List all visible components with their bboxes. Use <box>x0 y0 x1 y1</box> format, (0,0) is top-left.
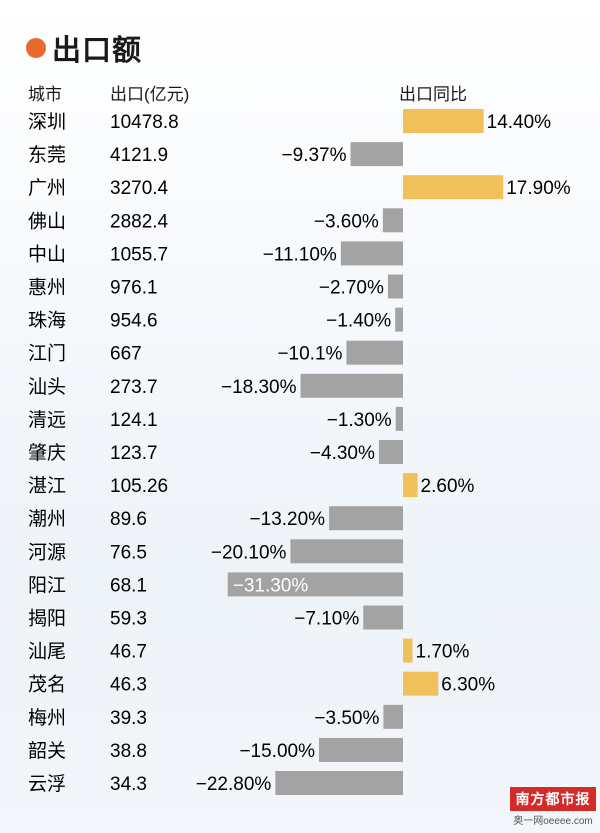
export-value: 38.8 <box>110 741 147 762</box>
yoy-label: −4.30% <box>310 443 375 464</box>
title-bullet-icon <box>26 38 46 58</box>
export-value: 4121.9 <box>110 145 168 166</box>
export-value: 1055.7 <box>110 244 168 265</box>
header-city: 城市 <box>28 85 62 104</box>
yoy-bar <box>403 638 413 663</box>
yoy-bar <box>346 340 403 365</box>
export-value: 76.5 <box>110 542 147 563</box>
export-value: 59.3 <box>110 609 147 630</box>
yoy-label: 2.60% <box>421 476 475 497</box>
export-value: 10478.8 <box>110 112 179 133</box>
yoy-bar <box>363 605 403 630</box>
yoy-bar <box>329 506 403 531</box>
city-label: 湛江 <box>28 475 66 497</box>
export-value: 105.26 <box>110 476 168 497</box>
yoy-label: −1.40% <box>326 311 391 332</box>
yoy-label: 1.70% <box>416 642 470 663</box>
city-label: 清远 <box>28 409 66 431</box>
yoy-label: −1.30% <box>327 410 392 431</box>
export-value: 89.6 <box>110 509 147 530</box>
yoy-label: −18.30% <box>221 377 297 398</box>
header-yoy: 出口同比 <box>399 85 467 104</box>
city-label: 深圳 <box>28 111 66 133</box>
yoy-bar <box>403 473 418 498</box>
city-label: 潮州 <box>28 508 66 530</box>
city-label: 江门 <box>28 343 66 365</box>
yoy-bar <box>300 373 403 398</box>
city-label: 广州 <box>28 177 66 199</box>
city-label: 东莞 <box>28 144 66 166</box>
export-value: 46.3 <box>110 675 147 696</box>
yoy-label: −22.80% <box>196 774 272 795</box>
chart-title: 出口额 <box>26 26 142 70</box>
yoy-bar <box>275 771 403 795</box>
yoy-label: 17.90% <box>506 178 571 199</box>
yoy-bar <box>340 241 403 266</box>
watermark: 南方都市报 奥一网oeeee.com <box>510 787 596 827</box>
yoy-bar <box>395 307 403 332</box>
yoy-label: −2.70% <box>319 278 384 299</box>
yoy-bar <box>350 142 403 167</box>
city-label: 汕尾 <box>28 641 66 663</box>
city-label: 阳江 <box>28 574 66 596</box>
yoy-bar <box>395 406 403 431</box>
yoy-label: 14.40% <box>487 112 552 133</box>
export-value: 3270.4 <box>110 178 169 199</box>
title-text: 出口额 <box>52 35 143 67</box>
export-value: 39.3 <box>110 708 147 729</box>
city-label: 汕头 <box>28 376 66 398</box>
yoy-label: −15.00% <box>239 741 315 762</box>
export-value: 667 <box>110 344 142 365</box>
yoy-label: −7.10% <box>294 609 359 630</box>
city-label: 云浮 <box>28 773 66 795</box>
city-label: 河源 <box>28 541 66 563</box>
yoy-label: 6.30% <box>441 675 495 696</box>
export-value: 68.1 <box>110 575 147 596</box>
city-label: 佛山 <box>28 210 66 232</box>
watermark-logo: 南方都市报 <box>510 787 596 811</box>
yoy-bar <box>383 704 403 729</box>
yoy-bar <box>403 671 439 696</box>
yoy-label: −3.50% <box>314 708 379 729</box>
yoy-bar <box>387 274 403 299</box>
city-label: 珠海 <box>28 310 66 332</box>
city-label: 肇庆 <box>28 442 66 464</box>
yoy-bar <box>403 175 504 200</box>
export-value: 976.1 <box>110 278 158 299</box>
city-label: 惠州 <box>28 277 66 299</box>
yoy-bar <box>319 737 403 762</box>
yoy-bar <box>378 440 403 464</box>
yoy-label: −10.1% <box>277 344 342 365</box>
export-value: 2882.4 <box>110 211 169 232</box>
city-label: 茂名 <box>28 674 66 696</box>
yoy-label: −13.20% <box>250 509 326 530</box>
city-label: 梅州 <box>28 707 66 729</box>
yoy-label: −31.30% <box>233 575 309 596</box>
export-value: 954.6 <box>110 311 158 332</box>
yoy-bar <box>290 539 403 564</box>
yoy-label: −11.10% <box>263 244 337 265</box>
yoy-label: −3.60% <box>314 211 379 232</box>
export-value: 123.7 <box>110 443 158 464</box>
header-export: 出口(亿元) <box>110 85 190 104</box>
city-label: 揭阳 <box>28 608 66 630</box>
watermark-site: 奥一网oeeee.com <box>513 816 593 827</box>
yoy-bar <box>382 208 403 233</box>
export-value: 273.7 <box>110 377 158 398</box>
yoy-label: −9.37% <box>282 145 347 166</box>
export-value: 124.1 <box>110 410 158 431</box>
city-label: 中山 <box>28 243 66 265</box>
yoy-bar <box>403 109 484 133</box>
yoy-bar <box>227 572 403 597</box>
yoy-label: −20.10% <box>211 542 287 563</box>
export-value: 46.7 <box>110 642 147 663</box>
export-value: 34.3 <box>110 774 147 795</box>
city-label: 韶关 <box>28 740 66 762</box>
